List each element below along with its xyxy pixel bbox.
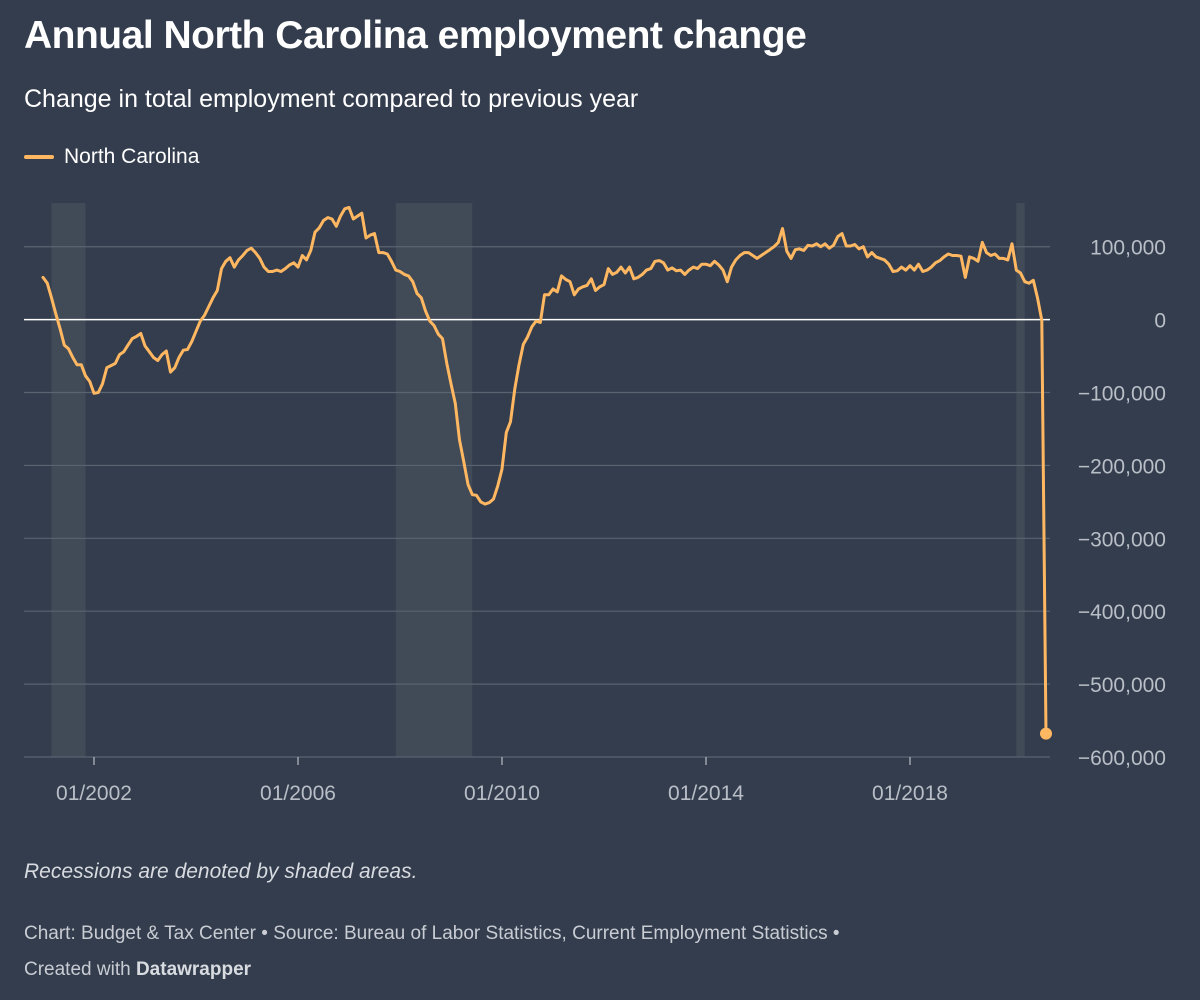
y-tick-label: −400,000	[1078, 601, 1166, 624]
chart-footer: Chart: Budget & Tax Center • Source: Bur…	[24, 916, 1064, 988]
y-tick-label: 100,000	[1090, 237, 1166, 260]
y-tick-label: −100,000	[1078, 383, 1166, 406]
footer-separator: •	[261, 923, 268, 944]
footer-separator: •	[832, 923, 840, 944]
x-tick-label: 01/2002	[56, 782, 132, 805]
datawrapper-link[interactable]: Datawrapper	[135, 959, 252, 980]
y-gridlines	[24, 246, 1050, 758]
series-north-carolina	[41, 205, 1052, 740]
y-tick-label: −200,000	[1078, 455, 1166, 478]
series-line-north-carolina	[41, 205, 1048, 736]
legend-swatch-north-carolina	[24, 155, 54, 159]
recession-note: Recessions are denoted by shaded areas.	[24, 860, 418, 883]
x-tick-label: 01/2006	[260, 782, 336, 805]
y-tick-label: 0	[1154, 310, 1166, 333]
legend-label-north-carolina: North Carolina	[64, 145, 200, 168]
chart-source: Source: Bureau of Labor Statistics, Curr…	[273, 923, 828, 944]
x-tick-label: 01/2018	[872, 782, 948, 805]
recession-band-2	[395, 203, 473, 757]
chart-title: Annual North Carolina employment change	[24, 14, 807, 57]
recession-band-3	[1016, 203, 1025, 757]
chart-credit: Chart: Budget & Tax Center	[24, 923, 256, 944]
x-axis: 01/2002 01/2006 01/2010 01/2014 01/2018	[56, 757, 948, 805]
y-tick-label: −600,000	[1078, 747, 1166, 770]
chart-legend: North Carolina	[24, 145, 199, 169]
recession-band-1	[51, 203, 86, 757]
series-end-marker	[1040, 727, 1052, 740]
x-tick-label: 01/2010	[464, 782, 540, 805]
y-tick-label: −500,000	[1078, 674, 1166, 697]
chart-subtitle: Change in total employment compared to p…	[24, 85, 639, 113]
recession-shading	[51, 203, 1025, 757]
x-tick-label: 01/2014	[668, 782, 744, 805]
y-tick-label: −300,000	[1078, 528, 1166, 551]
created-with-text: Created with	[24, 959, 131, 980]
y-axis-labels: 100,000 0 −100,000 −200,000 −300,000 −400,000…	[1078, 237, 1166, 770]
